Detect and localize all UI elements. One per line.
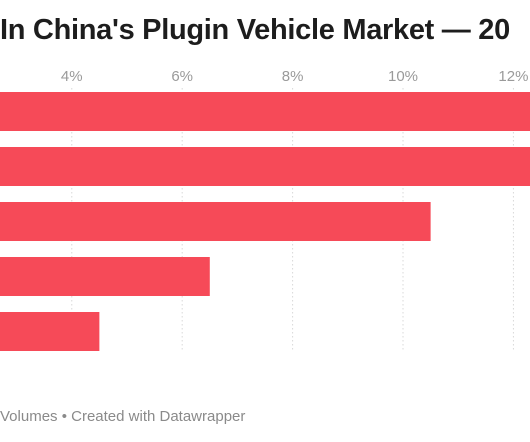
bar (0, 147, 530, 186)
x-tick-label: 10% (388, 68, 418, 85)
source-note: Volumes • Created with Datawrapper (0, 408, 246, 425)
bar (0, 257, 210, 296)
bar (0, 202, 431, 241)
bar (0, 92, 530, 131)
bar (0, 312, 100, 351)
x-tick-label: 4% (61, 68, 83, 85)
chart-title: In China's Plugin Vehicle Market — 20 (0, 14, 510, 46)
x-tick-label: 8% (282, 68, 304, 85)
x-tick-label: 12% (498, 68, 528, 85)
bar-chart: 4% 6% 8% 10% 12% (0, 68, 530, 352)
x-tick-label: 6% (171, 68, 193, 85)
